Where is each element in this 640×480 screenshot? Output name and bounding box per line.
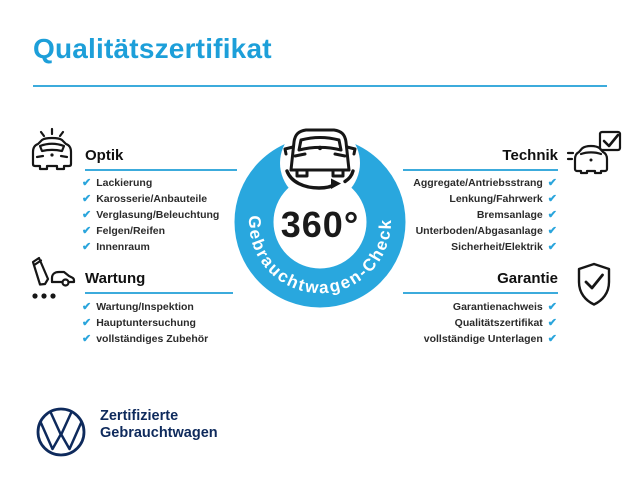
list-item-label: Innenraum: [96, 241, 150, 253]
check-icon: ✔: [82, 225, 92, 237]
list-item-label: Aggregate/Antriebsstrang: [413, 177, 543, 189]
list-item: ✔ Felgen/Reifen: [82, 225, 219, 237]
list-item-label: vollständige Unterlagen: [423, 333, 543, 345]
list-item-label: Lackierung: [96, 177, 153, 189]
shield-check-icon: [573, 261, 615, 307]
section-line-wartung: [85, 292, 233, 294]
list-item-label: Verglasung/Beleuchtung: [96, 209, 220, 221]
check-icon: ✔: [547, 225, 557, 237]
section-title-garantie: Garantie: [497, 270, 558, 287]
section-line-optik: [85, 169, 237, 171]
check-icon: ✔: [82, 333, 92, 345]
list-item: vollständige Unterlagen ✔: [424, 333, 557, 345]
list-item-label: Felgen/Reifen: [96, 225, 166, 237]
check-icon: ✔: [82, 177, 92, 189]
list-item-label: Sicherheit/Elektrik: [451, 241, 543, 253]
list-item: Sicherheit/Elektrik ✔: [451, 241, 557, 253]
section-list-wartung: ✔ Wartung/Inspektion ✔ Hauptuntersuchung ✔…: [82, 301, 208, 345]
list-item: ✔ Hauptuntersuchung: [82, 317, 208, 329]
header-divider: [33, 85, 607, 87]
check-icon: ✔: [547, 333, 557, 345]
list-item-label: Garantienachweis: [452, 301, 543, 313]
check-icon: ✔: [82, 193, 92, 205]
list-item-label: Wartung/Inspektion: [96, 301, 194, 313]
section-title-technik: Technik: [502, 147, 558, 164]
list-item: Garantienachweis ✔: [453, 301, 557, 313]
footer-brand-text: Zertifizierte Gebrauchtwagen: [100, 408, 218, 442]
footer-brand-line2: Gebrauchtwagen: [100, 425, 218, 441]
list-item-label: Qualitätszertifikat: [454, 317, 543, 329]
section-line-technik: [403, 169, 558, 171]
list-item: ✔ Wartung/Inspektion: [82, 301, 208, 313]
list-item-label: Karosserie/Anbauteile: [96, 193, 208, 205]
list-item-label: Bremsanlage: [476, 209, 543, 221]
list-item-label: Unterboden/Abgasanlage: [415, 225, 543, 237]
check-icon: ✔: [547, 193, 557, 205]
check-icon: ✔: [547, 301, 557, 313]
car-rotation-icon: [283, 128, 357, 190]
list-item: Aggregate/Antriebsstrang ✔: [413, 177, 557, 189]
section-list-optik: ✔ Lackierung ✔ Karosserie/Anbauteile ✔ Verg…: [82, 177, 219, 253]
check-icon: ✔: [82, 301, 92, 313]
badge-degree-label: 360°: [280, 204, 360, 245]
section-line-garantie: [403, 292, 558, 294]
footer-brand-line1: Zertifizierte: [100, 408, 179, 424]
list-item: Lenkung/Fahrwerk ✔: [449, 193, 557, 205]
list-item: Bremsanlage ✔: [477, 209, 557, 221]
section-title-optik: Optik: [85, 147, 124, 164]
list-item: ✔ Lackierung: [82, 177, 219, 189]
check-icon: ✔: [547, 177, 557, 189]
check-icon: ✔: [82, 241, 92, 253]
sparkling-car-icon: [26, 126, 78, 174]
list-item-label: Hauptuntersuchung: [96, 317, 196, 329]
section-title-wartung: Wartung: [85, 270, 146, 287]
section-list-garantie: Garantienachweis ✔ Qualitätszertifikat ✔ v…: [424, 301, 557, 345]
page-title: Qualitätszertifikat: [33, 33, 272, 64]
car-checkbox-icon: [566, 129, 624, 175]
list-item-label: vollständiges Zubehör: [96, 333, 209, 345]
check-icon: ✔: [547, 241, 557, 253]
check-icon: ✔: [82, 317, 92, 329]
check-icon: ✔: [547, 209, 557, 221]
section-list-technik: Aggregate/Antriebsstrang ✔ Lenkung/Fahrwe…: [413, 177, 557, 253]
list-item: ✔ vollständiges Zubehör: [82, 333, 208, 345]
list-item-label: Lenkung/Fahrwerk: [449, 193, 543, 205]
vw-logo-icon: [35, 406, 87, 458]
service-checklist-icon: [24, 256, 76, 304]
list-item: ✔ Karosserie/Anbauteile: [82, 193, 219, 205]
list-item: ✔ Innenraum: [82, 241, 219, 253]
list-item: Qualitätszertifikat ✔: [455, 317, 557, 329]
check-icon: ✔: [547, 317, 557, 329]
check-icon: ✔: [82, 209, 92, 221]
list-item: ✔ Verglasung/Beleuchtung: [82, 209, 219, 221]
list-item: Unterboden/Abgasanlage ✔: [416, 225, 557, 237]
